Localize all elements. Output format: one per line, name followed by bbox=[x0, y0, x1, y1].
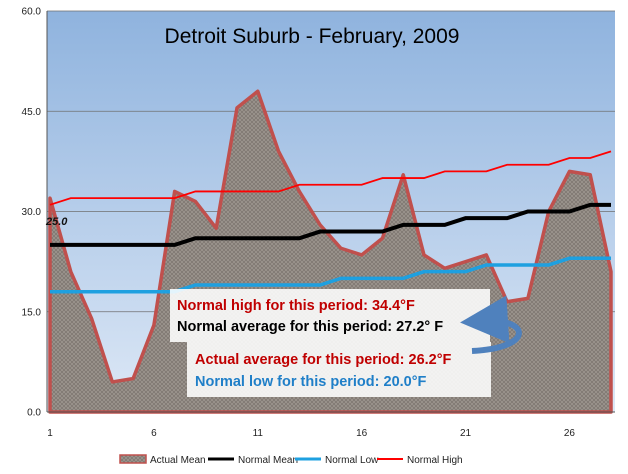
x-tick-label: 26 bbox=[564, 428, 576, 439]
legend-label: Normal Low bbox=[325, 455, 379, 466]
legend-label: Normal High bbox=[407, 455, 463, 466]
legend-item-normal-high: Normal High bbox=[377, 455, 463, 466]
y-tick-label: 0.0 bbox=[27, 408, 41, 419]
curved-arrow bbox=[460, 295, 522, 354]
x-tick-label: 1 bbox=[47, 428, 53, 439]
annotation-normal-average: Normal average for this period: 27.2° F bbox=[177, 319, 443, 335]
axes bbox=[46, 11, 615, 413]
x-tick-labels: 1 6 11 16 21 26 bbox=[47, 428, 575, 439]
legend-item-normal-low: Normal Low bbox=[295, 455, 379, 466]
y-tick-labels: 0.0 15.0 30.0 45.0 60.0 bbox=[22, 7, 42, 419]
x-tick-label: 11 bbox=[253, 428, 264, 439]
series-line-normal-high bbox=[49, 150, 612, 206]
legend-swatch bbox=[119, 454, 147, 464]
series-line-normal-mean bbox=[50, 202, 611, 247]
x-tick-label: 21 bbox=[460, 428, 472, 439]
data-labels: 25.0 bbox=[45, 216, 68, 228]
annotation-box-upper bbox=[170, 289, 490, 342]
annotation-normal-low: Normal low for this period: 20.0°F bbox=[195, 374, 427, 390]
annotation-box: Normal high for this period: 34.4°F Norm… bbox=[170, 289, 491, 397]
y-tick-label: 15.0 bbox=[22, 307, 42, 318]
x-tick-label: 16 bbox=[356, 428, 368, 439]
chart-title: Detroit Suburb - February, 2009 bbox=[165, 25, 460, 48]
y-tick-label: 45.0 bbox=[22, 107, 42, 118]
x-tick-label: 6 bbox=[151, 428, 157, 439]
y-tick-label: 60.0 bbox=[22, 7, 42, 18]
data-label: 25.0 bbox=[45, 216, 68, 228]
legend-label: Actual Mean bbox=[150, 455, 206, 466]
annotation-box-lower bbox=[187, 342, 491, 397]
line-series-layer bbox=[49, 150, 612, 294]
y-tick-label: 30.0 bbox=[22, 207, 42, 218]
annotation-actual-average: Actual average for this period: 26.2°F bbox=[195, 352, 452, 368]
legend: Actual Mean Normal Mean Normal Low Normal H… bbox=[119, 454, 463, 466]
annotation-normal-high: Normal high for this period: 34.4°F bbox=[177, 298, 415, 314]
legend-label: Normal Mean bbox=[238, 455, 298, 466]
legend-item-actual-mean: Actual Mean bbox=[119, 454, 206, 466]
legend-item-normal-mean: Normal Mean bbox=[208, 455, 298, 466]
series-line-normal-low bbox=[50, 256, 611, 294]
